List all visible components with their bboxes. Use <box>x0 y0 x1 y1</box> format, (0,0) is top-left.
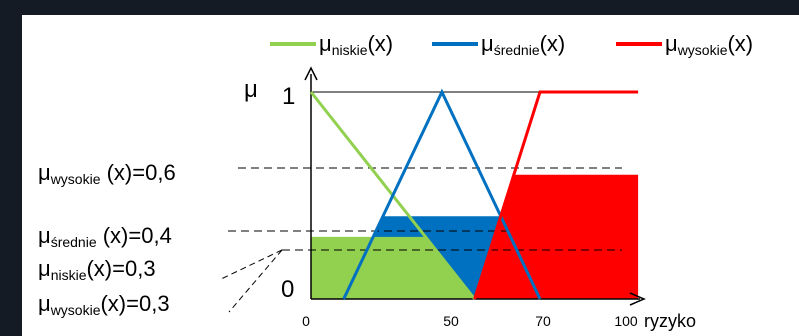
wysokie-clipped-area <box>474 174 639 299</box>
pointer-wysokie-03 <box>228 249 283 313</box>
y-tick-zero: 0 <box>281 276 294 303</box>
x-tick-70: 70 <box>535 313 551 329</box>
legend-wysokie-label: μwysokie(x) <box>665 31 753 58</box>
y-axis-arrow <box>304 66 318 81</box>
y-axis-symbol: μ <box>244 76 258 103</box>
x-axis-arrow <box>629 292 646 306</box>
annotation-wysokie-03: μwysokie(x)=0,3 <box>38 291 170 318</box>
pointer-niskie-03 <box>218 249 283 281</box>
x-tick-100: 100 <box>614 313 638 329</box>
y-tick-one: 1 <box>282 83 295 110</box>
srednie-membership-line <box>342 88 542 300</box>
x-axis-label: ryzyko <box>644 311 696 331</box>
annotation-niskie-03: μniskie(x)=0,3 <box>38 256 156 283</box>
legend-niskie-label: μniskie(x) <box>319 31 393 58</box>
legend-srednie-label: μśrednie(x) <box>481 31 565 58</box>
wysokie-membership-line <box>473 90 639 300</box>
x-tick-0: 0 <box>302 313 310 329</box>
annotation-wysokie-06: μwysokie (x)=0,6 <box>38 160 176 187</box>
annotation-srednie-04: μśrednie (x)=0,4 <box>38 223 172 250</box>
x-tick-50: 50 <box>443 313 459 329</box>
